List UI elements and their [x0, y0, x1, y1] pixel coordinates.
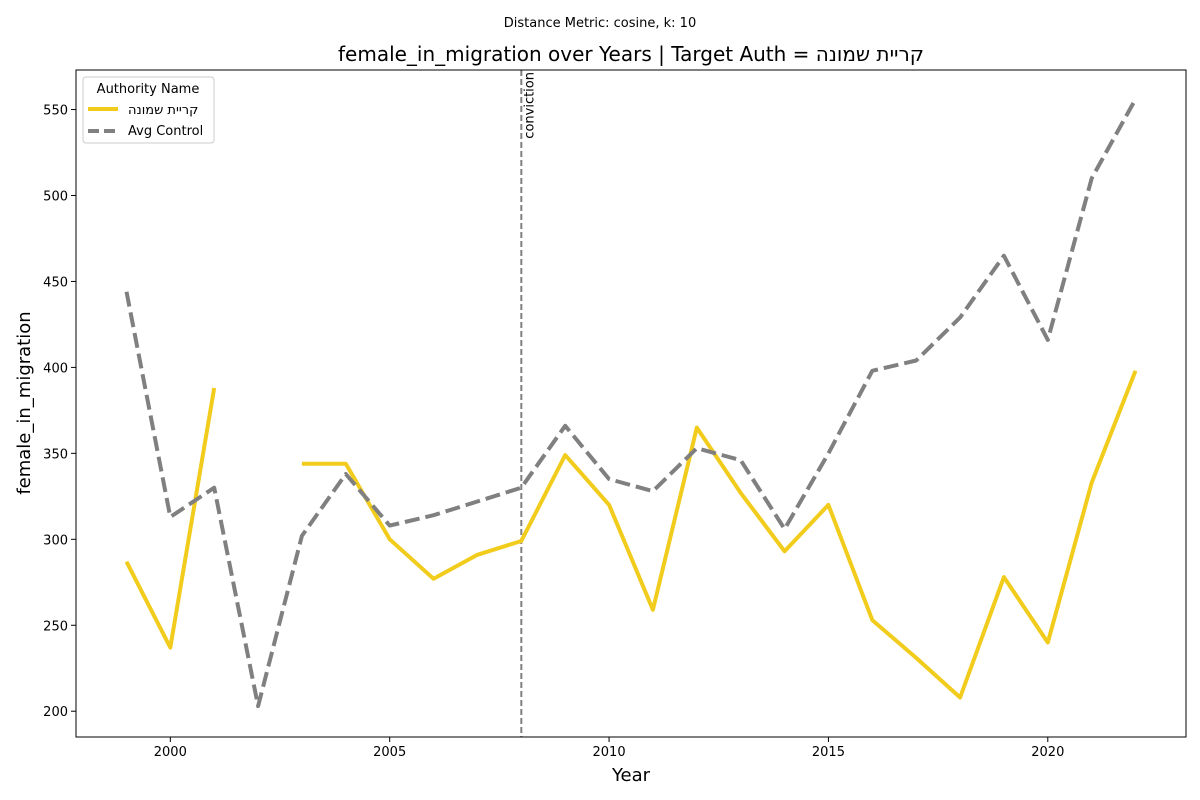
legend-title: Authority Name — [97, 82, 200, 97]
chart-suptitle: Distance Metric: cosine, k: 10 — [504, 16, 696, 31]
y-tick-label: 250 — [43, 619, 68, 634]
y-tick-label: 550 — [43, 104, 68, 119]
axis-ticks: 2000 2005 2010 2015 2020 200 250 300 350 400 450 50… — [43, 104, 1064, 760]
legend-label-control: Avg Control — [128, 124, 203, 139]
y-axis-label: female_in_migration — [14, 311, 35, 494]
y-tick-label: 400 — [43, 361, 68, 376]
legend: Authority Name קריית שמונה Avg Control — [82, 76, 215, 144]
legend-box — [82, 76, 215, 144]
axes-frame — [75, 69, 1187, 738]
series-line-target-segment-1 — [301, 370, 1138, 700]
y-tick-label: 300 — [43, 533, 68, 548]
x-axis-label: Year — [611, 765, 651, 786]
y-tick-label: 350 — [43, 447, 68, 462]
x-tick-label: 2010 — [593, 745, 626, 760]
x-tick-label: 2005 — [373, 745, 406, 760]
series-line-control — [124, 98, 1138, 709]
y-tick-label: 500 — [43, 189, 68, 204]
annotation-label: conviction — [522, 72, 537, 139]
chart-title: female_in_migration over Years | Target … — [338, 42, 924, 66]
plot-area: conviction — [124, 70, 1138, 737]
x-tick-label: 2000 — [154, 745, 187, 760]
series-line-target-segment-0 — [124, 387, 217, 650]
x-tick-label: 2020 — [1031, 745, 1064, 760]
y-tick-label: 450 — [43, 275, 68, 290]
legend-label-target: קריית שמונה — [128, 103, 198, 118]
x-tick-label: 2015 — [812, 745, 845, 760]
y-tick-label: 200 — [43, 705, 68, 720]
